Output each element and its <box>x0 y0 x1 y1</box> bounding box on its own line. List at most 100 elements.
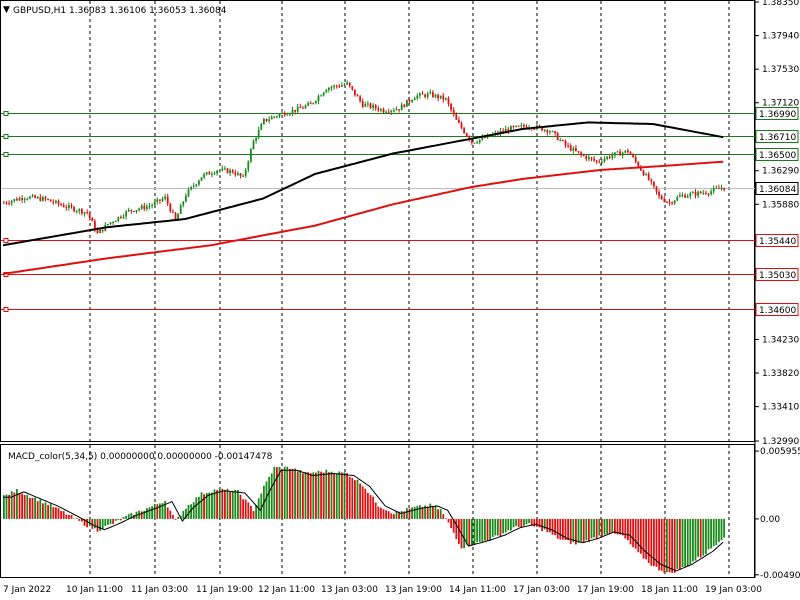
candle-body <box>140 205 143 209</box>
symbol-dropdown-icon[interactable]: ▼ <box>3 5 10 15</box>
candle-body <box>73 206 75 212</box>
candle-body <box>309 103 312 105</box>
candle-body <box>720 187 723 189</box>
candle-body <box>632 154 634 158</box>
macd-axis: 0.0059554 0.00 -0.004906 <box>755 447 800 581</box>
macd-bar <box>114 518 117 521</box>
candle-body <box>159 199 161 201</box>
level-tag-label: 1.36084 <box>759 185 796 195</box>
candle-body <box>510 126 512 131</box>
macd-bar <box>582 518 585 543</box>
main-pane[interactable] <box>0 0 755 442</box>
macd-bar <box>406 508 408 519</box>
macd-bar <box>642 518 645 559</box>
macd-bar <box>377 506 380 519</box>
level-tag-label: 1.35030 <box>759 271 796 281</box>
candle-body <box>660 196 663 200</box>
macd-bar <box>486 518 489 542</box>
candle-body <box>437 94 439 99</box>
candle-body <box>341 85 343 87</box>
macd-bar <box>229 492 231 519</box>
candle-body <box>3 202 5 204</box>
macd-bar <box>686 518 689 567</box>
price-tick-label: 1.32990 <box>762 437 799 447</box>
macd-bar <box>99 518 101 531</box>
candle-body <box>237 173 239 175</box>
symbol-header: GBPUSD,H1 1.36083 1.36106 1.36053 1.3608… <box>13 6 227 16</box>
candle-body <box>333 85 335 88</box>
candle-body <box>647 173 650 180</box>
price-tick-label: 1.38350 <box>762 0 799 8</box>
candle-body <box>226 168 229 174</box>
macd-bar <box>296 471 299 519</box>
candle-body <box>42 197 44 201</box>
macd-bar <box>510 518 512 531</box>
candle-body <box>546 129 549 133</box>
macd-bar <box>34 497 36 519</box>
candle-body <box>304 105 307 109</box>
macd-bar <box>276 467 278 519</box>
level-tag-label: 1.36710 <box>759 133 796 143</box>
macd-bar <box>517 518 520 527</box>
macd-bar <box>634 518 637 549</box>
macd-bar <box>216 490 218 519</box>
macd-bar <box>679 518 681 570</box>
candle-body <box>44 197 47 199</box>
candle-body <box>673 200 676 204</box>
candle-body <box>117 216 120 221</box>
candle-body <box>458 119 460 123</box>
price-tick-label: 1.34230 <box>762 335 799 345</box>
time-tick-label: 7 Jan 2022 <box>3 585 51 595</box>
candle-body <box>260 124 263 130</box>
candle-body <box>507 128 510 131</box>
macd-bar <box>608 518 611 534</box>
candle-body <box>252 140 255 150</box>
candle-body <box>658 191 660 197</box>
macd-bar <box>83 518 86 526</box>
candle-body <box>606 156 608 159</box>
candle-body <box>291 109 294 114</box>
candle-body <box>213 173 216 175</box>
candle-body <box>283 112 286 116</box>
macd-bar <box>309 473 312 519</box>
macd-bar <box>16 489 18 519</box>
candle-body <box>317 96 320 102</box>
macd-bar <box>507 518 510 531</box>
candle-body <box>624 150 627 153</box>
macd-bar <box>437 509 439 519</box>
macd-bar <box>234 489 237 519</box>
macd-bar <box>720 518 723 541</box>
macd-bar <box>611 518 614 533</box>
candle-body <box>538 125 541 127</box>
candle-body <box>634 157 637 162</box>
candle-body <box>286 114 289 116</box>
candle-body <box>231 170 234 173</box>
macd-bar <box>647 518 650 564</box>
price-tick-label: 1.35880 <box>762 200 799 210</box>
macd-bar <box>91 518 94 529</box>
macd-bar <box>224 489 226 519</box>
candle-body <box>49 199 52 202</box>
candle-body <box>221 168 224 171</box>
candle-body <box>114 220 117 223</box>
macd-bar <box>403 511 406 519</box>
macd-bar <box>426 506 429 519</box>
macd-bar <box>439 509 442 519</box>
macd-bar <box>580 518 582 542</box>
candle-body <box>31 195 34 197</box>
candle-body <box>515 125 517 127</box>
macd-bar <box>718 518 720 542</box>
candle-body <box>484 137 486 139</box>
candle-body <box>460 122 463 129</box>
macd-bar <box>86 518 88 528</box>
candle-body <box>78 209 81 212</box>
macd-bar <box>640 518 642 554</box>
macd-bar <box>694 518 697 561</box>
candle-body <box>88 212 91 218</box>
macd-bar <box>468 518 471 547</box>
candle-body <box>328 87 330 90</box>
level-tag-label: 1.34600 <box>759 306 796 316</box>
candle-body <box>556 133 559 141</box>
candle-body <box>99 229 101 233</box>
